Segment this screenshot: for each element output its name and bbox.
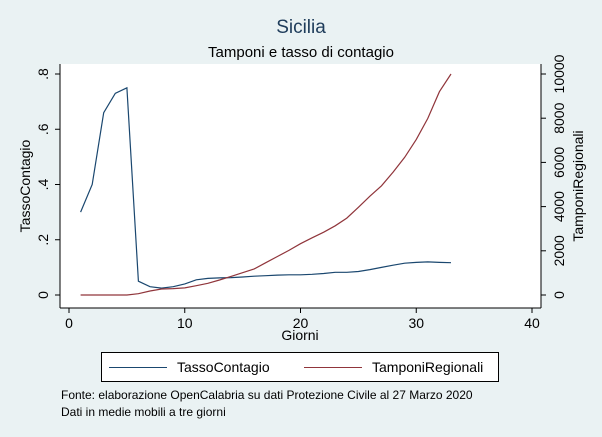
- footnote-note: Dati in medie mobili a tre giorni: [61, 405, 226, 419]
- chart-subtitle: Tamponi e tasso di contagio: [208, 44, 394, 61]
- y-right-tick-label: 6000: [551, 147, 567, 178]
- y-right-tick-label: 2000: [551, 235, 567, 266]
- series-layer: [80, 73, 452, 296]
- y-left-ticks: 0 .2 .4 .6 .8: [35, 68, 60, 299]
- y-right-axis-label: TamponiRegionali: [570, 130, 586, 241]
- legend: TassoContagio TamponiRegionali: [101, 352, 499, 382]
- y-left-tick-label: .6: [35, 123, 51, 135]
- y-left-tick-label: .8: [35, 68, 51, 80]
- series-line-tassocontagio: [80, 86, 452, 289]
- x-tick-label: 20: [293, 315, 309, 331]
- x-tick-label: 0: [65, 315, 73, 331]
- legend-swatch-tassocontagio: [109, 366, 167, 368]
- legend-label-tassocontagio: TassoContagio: [177, 359, 270, 375]
- plot-area: [60, 64, 541, 308]
- y-right-tick-label: 8000: [551, 102, 567, 133]
- y-left-axis-label: TassoContagio: [17, 139, 33, 232]
- y-left-tick-label: 0: [35, 291, 51, 299]
- y-right-tick-label: 10000: [551, 54, 567, 93]
- legend-swatch-tamponiregionali: [304, 366, 362, 368]
- legend-label-tamponiregionali: TamponiRegionali: [372, 359, 484, 375]
- x-tick-label: 40: [524, 315, 540, 331]
- x-axis-label: Giorni: [281, 327, 318, 343]
- y-left-tick-label: .2: [35, 234, 51, 246]
- y-left-tick-label: .4: [35, 178, 51, 190]
- x-ticks: 0 10 20 30 40: [65, 308, 540, 331]
- y-right-ticks: 0 2000 4000 6000 8000 10000: [541, 54, 567, 299]
- x-tick-label: 10: [177, 315, 193, 331]
- x-tick-label: 30: [408, 315, 424, 331]
- y-right-tick-label: 0: [551, 291, 567, 299]
- chart-title: Sicilia: [276, 17, 326, 38]
- footnote-source: Fonte: elaborazione OpenCalabria su dati…: [61, 388, 473, 402]
- legend-item-tamponiregionali: TamponiRegionali: [304, 353, 483, 381]
- legend-item-tassocontagio: TassoContagio: [109, 353, 270, 381]
- y-right-tick-label: 4000: [551, 191, 567, 222]
- series-line-tamponiregionali: [80, 73, 452, 296]
